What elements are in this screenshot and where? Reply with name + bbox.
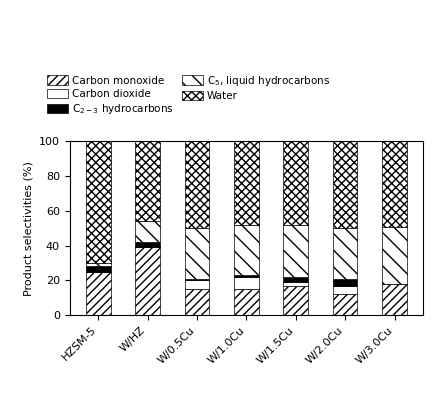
Bar [333, 286, 358, 294]
Bar [135, 247, 160, 315]
Bar [234, 289, 259, 315]
Bar [234, 225, 259, 275]
Bar [234, 275, 259, 277]
Bar [135, 221, 160, 242]
Bar [86, 267, 110, 271]
Bar [234, 277, 259, 289]
Bar [283, 225, 308, 277]
Bar [333, 141, 358, 228]
Bar [283, 277, 308, 282]
Bar [333, 294, 358, 315]
Bar [283, 141, 308, 225]
Bar [184, 141, 209, 228]
Bar [184, 280, 209, 289]
Bar [382, 227, 407, 284]
Bar [382, 141, 407, 227]
Bar [135, 242, 160, 247]
Bar [135, 141, 160, 221]
Y-axis label: Product selectivities (%): Product selectivities (%) [24, 161, 34, 296]
Legend: Carbon monoxide, Carbon dioxide, C$_{2-3}$ hydrocarbons, C$_{5}$, liquid hydroca: Carbon monoxide, Carbon dioxide, C$_{2-3… [47, 74, 330, 116]
Bar [86, 141, 110, 263]
Bar [283, 286, 308, 315]
Bar [283, 282, 308, 286]
Bar [333, 279, 358, 286]
Bar [234, 141, 259, 225]
Bar [333, 228, 358, 279]
Bar [382, 284, 407, 315]
Bar [184, 228, 209, 279]
Bar [86, 271, 110, 315]
Bar [184, 279, 209, 280]
Bar [86, 263, 110, 267]
Bar [184, 289, 209, 315]
